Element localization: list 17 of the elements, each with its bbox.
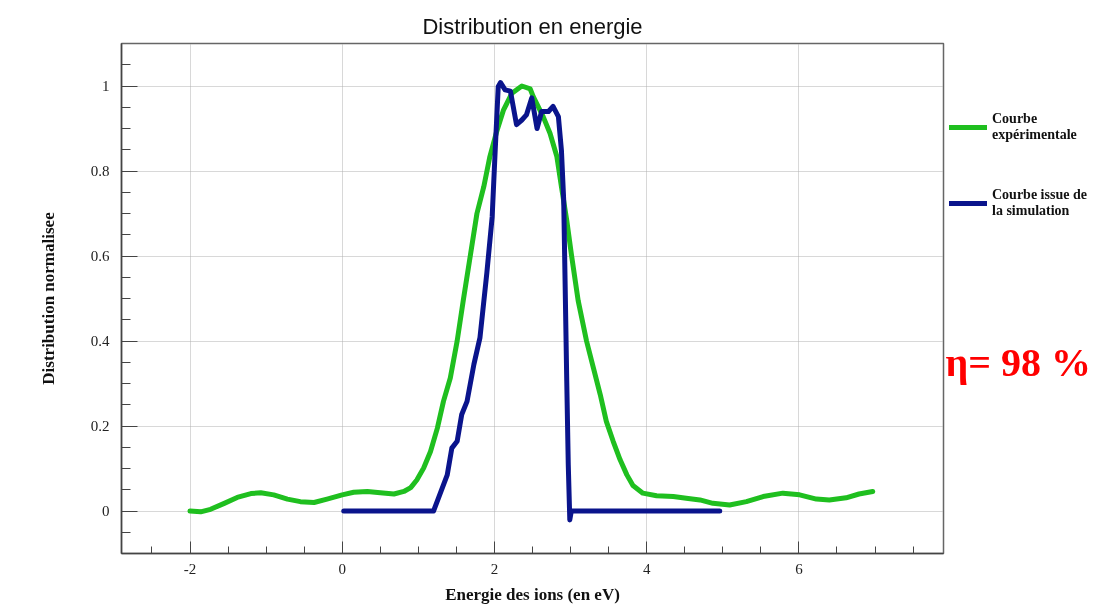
legend-label: Courbe expérimentale [992,111,1077,143]
legend-label: Courbe issue de la simulation [992,187,1087,219]
x-tick-label: 0 [338,560,346,577]
chart-title: Distribution en energie [422,13,643,39]
text: η= 98 % [945,339,1092,385]
y-tick-label: 1 [102,78,110,94]
x-tick-label: 6 [795,560,804,577]
y-tick-label: 0.8 [90,163,110,179]
y-tick-label: 0 [102,503,110,519]
x-tick-label: -2 [183,560,197,577]
y-axis-title: Distribution normalisee [38,211,58,385]
x-tick-label: 2 [490,560,499,577]
x-tick-label: 4 [642,560,651,577]
y-tick-label: 0.4 [90,333,110,349]
y-tick-label: 0.2 [90,418,110,434]
x-axis-title: Energie des ions (en eV) [445,584,620,604]
y-tick-label: 0.6 [90,248,110,264]
